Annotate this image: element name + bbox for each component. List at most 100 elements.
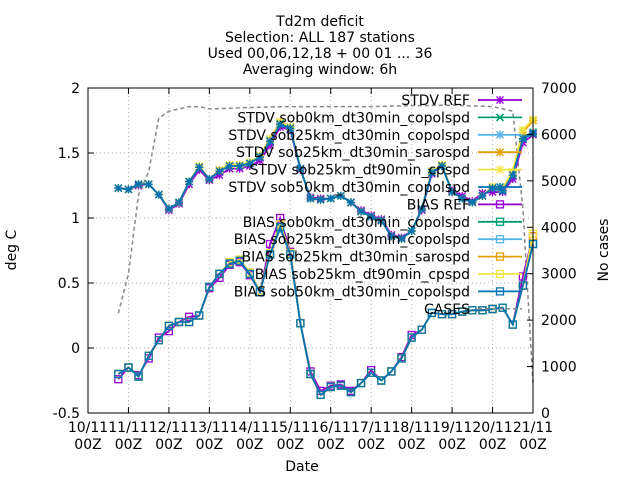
y-tick-label: -0.5: [53, 406, 80, 422]
y2-tick-label: 7000: [541, 81, 577, 97]
data-point: [495, 113, 505, 122]
y-tick-label: 1: [71, 211, 80, 227]
x-tick-label-date: 17/11: [351, 420, 391, 436]
data-point: [225, 259, 234, 268]
x-tick-label-hour: 00Z: [479, 437, 506, 453]
data-point: [508, 171, 517, 180]
data-point: [175, 198, 184, 207]
data-point: [346, 388, 356, 397]
x-tick-label-hour: 00Z: [196, 437, 223, 453]
data-point: [427, 308, 437, 318]
legend-label: BIAS sob25km_dt30min_sarospd: [242, 250, 471, 266]
data-point: [306, 194, 315, 203]
data-point: [114, 369, 123, 379]
y-tick-label: 1.5: [58, 146, 80, 162]
data-point: [235, 256, 244, 266]
x-tick-label-hour: 00Z: [398, 437, 425, 453]
data-point: [417, 325, 426, 334]
data-point: [478, 306, 487, 315]
data-point: [225, 162, 234, 170]
data-point: [496, 165, 504, 174]
legend-label: BIAS sob0km_dt30min_copolspd: [243, 215, 470, 231]
data-point: [495, 252, 505, 261]
axes: 10/1100Z11/1100Z12/1100Z13/1100Z14/1100Z…: [53, 81, 577, 453]
legend-label: BIAS REF: [407, 197, 470, 213]
data-point: [495, 217, 505, 226]
data-point: [346, 198, 355, 207]
legend-label: BIAS sob50km_dt30min_copolspd: [234, 284, 470, 300]
x-tick-label-date: 16/11: [311, 420, 351, 436]
data-point: [377, 376, 386, 385]
legend-entry: BIAS REF: [407, 197, 522, 213]
legend-entry: BIAS sob25km_dt30min_copolspd: [234, 232, 522, 248]
data-point: [154, 336, 163, 345]
series-11: [114, 222, 538, 399]
data-point: [316, 390, 325, 399]
data-point: [377, 216, 386, 225]
legend-entry: STDV REF: [401, 93, 522, 109]
data-point: [316, 195, 325, 204]
x-tick-label-date: 20/11: [472, 420, 512, 436]
data-point: [478, 191, 487, 200]
data-point: [427, 168, 436, 177]
y2-tick-label: 3000: [541, 267, 577, 283]
x-tick-label-date: 19/11: [432, 420, 472, 436]
data-point: [468, 198, 477, 207]
data-point: [357, 207, 366, 216]
data-point: [265, 250, 275, 259]
y2-tick-label: 0: [541, 406, 550, 422]
x-tick-label-date: 10/11: [68, 420, 108, 436]
data-point: [114, 375, 123, 384]
data-point: [495, 287, 505, 296]
data-point: [496, 148, 504, 157]
legend-label: STDV sob50km_dt30min_copolspd: [228, 180, 470, 196]
data-point: [195, 163, 204, 172]
data-point: [367, 212, 376, 221]
series-5: [114, 120, 537, 243]
legend-label: CASES: [424, 302, 470, 318]
legend-entry: STDV sob25km_dt30min_copolspd: [228, 128, 522, 144]
legend-entry: BIAS sob50km_dt30min_copolspd: [234, 284, 522, 300]
data-point: [124, 363, 133, 372]
data-point: [495, 200, 505, 209]
y2-tick-label: 6000: [541, 127, 577, 143]
legend-label: STDV sob0km_dt30min_copolspd: [237, 110, 470, 126]
data-point: [518, 125, 527, 134]
data-point: [144, 180, 153, 189]
y-tick-label: 0: [71, 341, 80, 357]
x-tick-label-hour: 00Z: [519, 437, 546, 453]
data-point: [326, 382, 335, 392]
legend-entry: STDV sob50km_dt30min_copolspd: [228, 180, 522, 196]
data-point: [245, 159, 254, 168]
x-tick-label-hour: 00Z: [357, 437, 384, 453]
data-point: [215, 167, 224, 176]
x-tick-label-hour: 00Z: [317, 437, 344, 453]
data-point: [306, 369, 315, 379]
x-tick-label-hour: 00Z: [277, 437, 304, 453]
chart-subtitle-1: Selection: ALL 187 stations: [225, 30, 415, 46]
data-point: [468, 306, 477, 315]
x-tick-label-date: 11/11: [108, 420, 148, 436]
data-point: [215, 269, 224, 279]
chart-subtitle-3: Averaging window: 6h: [243, 62, 397, 78]
y-axis-label: deg C: [4, 229, 20, 270]
data-point: [154, 190, 163, 199]
data-point: [495, 235, 505, 244]
legend-label: STDV sob25km_dt90min_cpspd: [249, 163, 470, 179]
series-line-cases: [117, 104, 534, 383]
chart-title: Td2m deficit: [275, 14, 364, 30]
data-point: [286, 250, 295, 259]
data-point: [417, 204, 426, 213]
data-point: [518, 272, 528, 281]
legend-entry: BIAS sob25km_dt30min_sarospd: [242, 250, 522, 266]
x-tick-label-hour: 00Z: [438, 437, 465, 453]
data-point: [235, 162, 244, 170]
data-point: [164, 204, 173, 213]
legend-label: BIAS sob25km_dt30min_copolspd: [234, 232, 470, 248]
chart-subtitle-2: Used 00,06,12,18 + 00 01 ... 36: [208, 46, 433, 62]
y2-tick-label: 1000: [541, 360, 577, 376]
data-point: [114, 184, 123, 193]
legend-entry: STDV sob25km_dt90min_cpspd: [249, 163, 522, 179]
legend-entry: STDV sob0km_dt30min_copolspd: [237, 110, 522, 126]
